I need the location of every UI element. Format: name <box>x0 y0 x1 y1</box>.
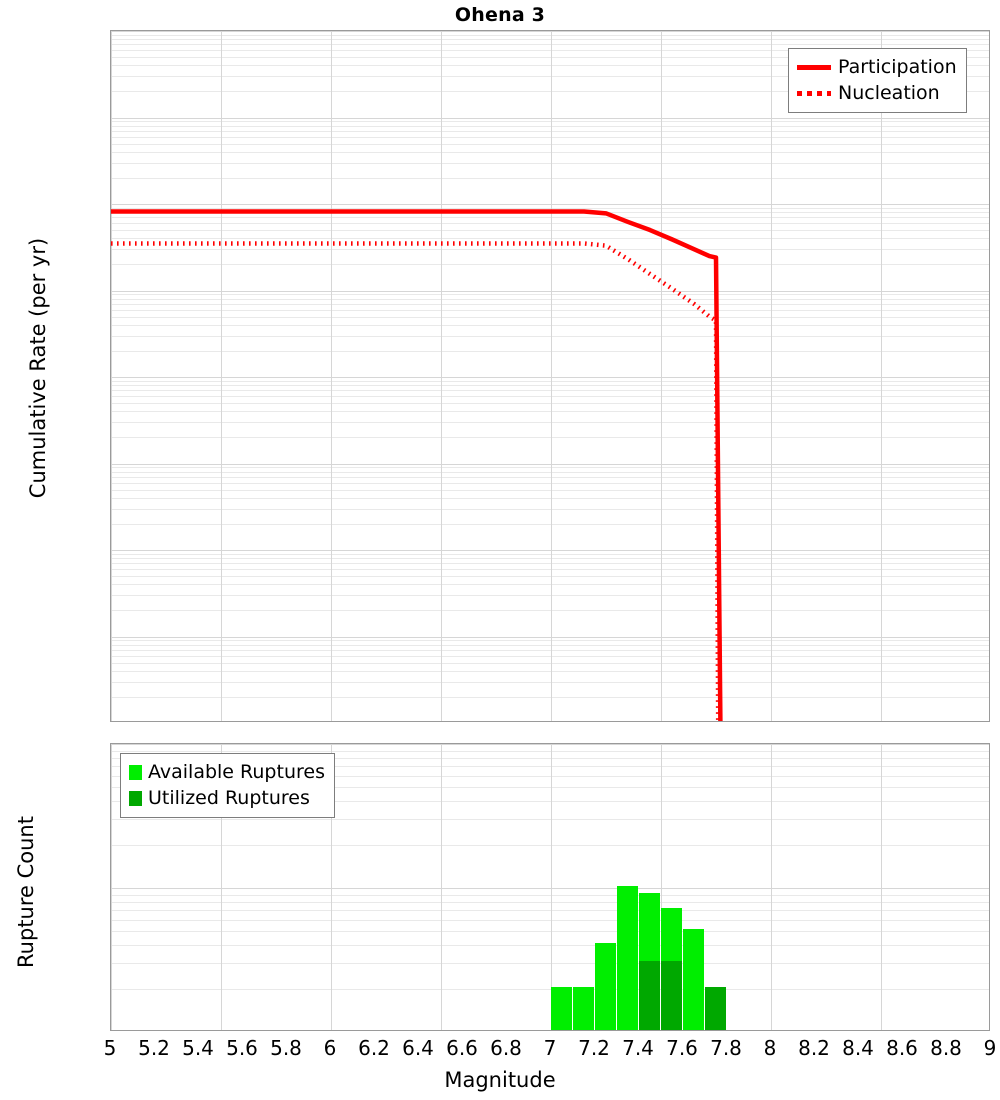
x-tick: 5.4 <box>182 1036 214 1060</box>
x-tick: 6 <box>323 1036 337 1060</box>
top-panel-ylabel: Cumulative Rate (per yr) <box>26 237 50 499</box>
available-rupture-bar <box>573 986 594 1030</box>
x-tick: 6.6 <box>446 1036 478 1060</box>
x-tick: 7 <box>543 1036 557 1060</box>
participation-line-icon <box>797 64 831 70</box>
x-tick: 8.4 <box>842 1036 874 1060</box>
x-tick: 6.8 <box>490 1036 522 1060</box>
utilized-rupture-bar <box>661 961 682 1030</box>
x-tick: 7.2 <box>578 1036 610 1060</box>
x-tick: 6.2 <box>358 1036 390 1060</box>
available-swatch-icon <box>129 764 142 780</box>
legend-item-available[interactable]: Available Ruptures <box>129 759 325 785</box>
x-axis-label: Magnitude <box>444 1068 556 1092</box>
x-tick: 8.8 <box>930 1036 962 1060</box>
cumulative-rate-plot <box>110 30 990 722</box>
x-tick: 5.2 <box>138 1036 170 1060</box>
bottom-panel-ylabel: Rupture Count <box>14 816 38 968</box>
top-legend: Participation Nucleation <box>788 48 967 113</box>
available-rupture-bar <box>551 986 572 1030</box>
bottom-legend: Available Ruptures Utilized Ruptures <box>120 753 335 818</box>
available-rupture-bar <box>683 929 704 1030</box>
participation-curve <box>111 209 723 721</box>
x-tick: 5 <box>103 1036 117 1060</box>
legend-label-available: Available Ruptures <box>148 761 325 783</box>
nucleation-line-icon <box>797 90 831 96</box>
x-tick: 9 <box>983 1036 997 1060</box>
x-tick: 7.6 <box>666 1036 698 1060</box>
utilized-swatch-icon <box>129 790 142 806</box>
histogram-bars <box>111 744 989 1030</box>
legend-label-nucleation: Nucleation <box>838 82 940 104</box>
top-gridlines <box>111 31 989 721</box>
x-tick: 6.4 <box>402 1036 434 1060</box>
x-tick: 5.6 <box>226 1036 258 1060</box>
x-tick: 5.8 <box>270 1036 302 1060</box>
page-title: Ohena 3 <box>454 4 546 26</box>
rate-curves <box>111 209 723 721</box>
utilized-rupture-bar <box>639 961 660 1030</box>
legend-label-utilized: Utilized Ruptures <box>148 787 310 809</box>
legend-item-utilized[interactable]: Utilized Ruptures <box>129 785 325 811</box>
x-tick: 8 <box>763 1036 777 1060</box>
legend-item-nucleation[interactable]: Nucleation <box>797 80 957 106</box>
utilized-rupture-bar <box>705 986 726 1030</box>
available-rupture-bar <box>595 943 616 1030</box>
x-tick: 7.4 <box>622 1036 654 1060</box>
x-tick: 7.8 <box>710 1036 742 1060</box>
available-rupture-bar <box>617 886 638 1030</box>
bottom-gridlines <box>111 744 989 1030</box>
legend-item-participation[interactable]: Participation <box>797 54 957 80</box>
x-tick: 8.6 <box>886 1036 918 1060</box>
x-tick: 8.2 <box>798 1036 830 1060</box>
nucleation-curve <box>111 241 721 721</box>
legend-label-participation: Participation <box>838 56 957 78</box>
